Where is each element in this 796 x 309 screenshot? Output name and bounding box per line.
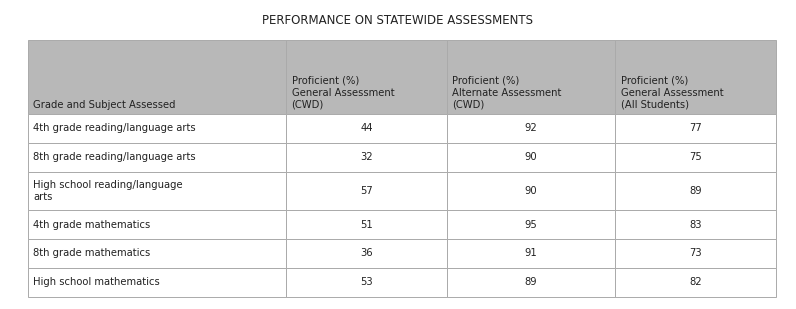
Bar <box>286 40 447 114</box>
Text: 92: 92 <box>525 123 537 133</box>
Bar <box>286 143 447 171</box>
Text: 83: 83 <box>689 220 702 230</box>
Bar <box>447 143 615 171</box>
Text: 53: 53 <box>360 277 373 287</box>
Text: 95: 95 <box>525 220 537 230</box>
Bar <box>286 114 447 143</box>
Text: 82: 82 <box>689 277 702 287</box>
Text: 90: 90 <box>525 152 537 162</box>
Bar <box>615 239 776 268</box>
Bar <box>615 40 776 114</box>
Text: Proficient (%)
General Assessment
(All Students): Proficient (%) General Assessment (All S… <box>621 76 724 110</box>
Text: High school reading/language
arts: High school reading/language arts <box>33 180 183 202</box>
Bar <box>615 210 776 239</box>
Bar <box>447 268 615 297</box>
Text: 57: 57 <box>360 186 373 196</box>
Text: 77: 77 <box>689 123 702 133</box>
Bar <box>286 239 447 268</box>
Text: Proficient (%)
Alternate Assessment
(CWD): Proficient (%) Alternate Assessment (CWD… <box>452 76 562 110</box>
Bar <box>615 114 776 143</box>
Bar <box>615 143 776 171</box>
Bar <box>28 40 286 114</box>
Bar <box>447 239 615 268</box>
Bar <box>28 268 286 297</box>
Text: High school mathematics: High school mathematics <box>33 277 160 287</box>
Bar <box>447 40 615 114</box>
Bar <box>28 114 286 143</box>
Text: 75: 75 <box>689 152 702 162</box>
Text: 89: 89 <box>525 277 537 287</box>
Bar <box>286 210 447 239</box>
Text: 36: 36 <box>360 248 373 258</box>
Text: 44: 44 <box>360 123 373 133</box>
Bar <box>28 210 286 239</box>
Text: PERFORMANCE ON STATEWIDE ASSESSMENTS: PERFORMANCE ON STATEWIDE ASSESSMENTS <box>263 14 533 27</box>
Text: 90: 90 <box>525 186 537 196</box>
Text: 8th grade mathematics: 8th grade mathematics <box>33 248 150 258</box>
Bar <box>615 268 776 297</box>
Bar <box>447 171 615 210</box>
Bar <box>447 210 615 239</box>
Bar <box>286 268 447 297</box>
Text: 8th grade reading/language arts: 8th grade reading/language arts <box>33 152 196 162</box>
Text: 51: 51 <box>360 220 373 230</box>
Text: 4th grade mathematics: 4th grade mathematics <box>33 220 150 230</box>
Text: Grade and Subject Assessed: Grade and Subject Assessed <box>33 100 176 110</box>
Text: 91: 91 <box>525 248 537 258</box>
Bar <box>447 114 615 143</box>
Text: 4th grade reading/language arts: 4th grade reading/language arts <box>33 123 196 133</box>
Bar <box>28 239 286 268</box>
Bar <box>286 171 447 210</box>
Text: 89: 89 <box>689 186 702 196</box>
Bar <box>28 171 286 210</box>
Text: Proficient (%)
General Assessment
(CWD): Proficient (%) General Assessment (CWD) <box>291 76 394 110</box>
Bar <box>28 143 286 171</box>
Text: 73: 73 <box>689 248 702 258</box>
Text: 32: 32 <box>360 152 373 162</box>
Bar <box>615 171 776 210</box>
